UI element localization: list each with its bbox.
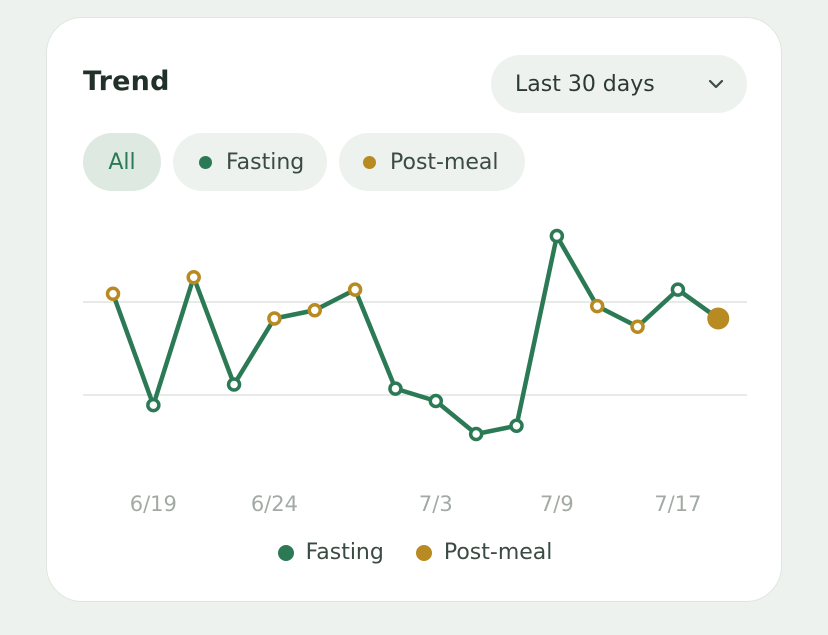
data-point-fasting <box>549 228 565 244</box>
fasting-legend-dot-icon <box>277 544 294 561</box>
filter-chip-label: Fasting <box>226 149 305 175</box>
data-point-fasting <box>388 381 403 396</box>
data-point-post-meal <box>347 282 363 297</box>
filter-chip-label: Post-meal <box>390 149 499 175</box>
post-meal-legend-dot-icon <box>415 544 432 561</box>
legend-item-fasting: Fasting <box>277 540 384 565</box>
x-tick-label: 6/24 <box>251 492 298 516</box>
data-point-fasting <box>468 426 484 442</box>
data-point-fasting <box>226 377 242 392</box>
date-range-label: Last 30 days <box>515 71 655 97</box>
filter-chip-post-meal[interactable]: Post-meal <box>339 133 525 191</box>
filter-chip-label: All <box>108 149 136 175</box>
x-tick-label: 7/17 <box>654 492 701 516</box>
trend-line-chart: 6/19 6/24 7/3 7/9 7/17 <box>83 228 747 516</box>
data-point-fasting <box>670 282 686 297</box>
data-point-post-meal <box>307 303 322 318</box>
trend-card: Trend Last 30 days All Fasting Post-meal… <box>46 17 782 602</box>
legend-item-post-meal: Post-meal <box>415 540 553 565</box>
date-range-select[interactable]: Last 30 days <box>491 55 747 113</box>
data-point-post-meal <box>267 311 282 326</box>
x-tick-label: 7/9 <box>540 492 574 516</box>
data-point-fasting <box>428 393 444 409</box>
legend-label: Post-meal <box>443 540 553 565</box>
data-point-post-meal <box>589 298 605 314</box>
legend-label: Fasting <box>305 540 384 565</box>
filter-chip-fasting[interactable]: Fasting <box>173 133 327 191</box>
post-meal-dot-icon <box>363 155 376 169</box>
fasting-dot-icon <box>199 155 212 169</box>
data-point-fasting <box>146 397 161 413</box>
x-tick-label: 6/19 <box>130 492 177 516</box>
data-point-latest <box>707 307 730 330</box>
series-line <box>110 233 721 437</box>
x-tick-label: 7/3 <box>419 492 453 516</box>
chart-legend: Fasting Post-meal <box>47 540 783 565</box>
data-point-post-meal <box>630 319 645 334</box>
data-point-post-meal <box>105 286 121 301</box>
chevron-down-icon <box>708 79 724 89</box>
data-point-fasting <box>509 418 524 433</box>
data-point-post-meal <box>186 270 201 285</box>
card-title: Trend <box>83 66 170 97</box>
filter-chip-all[interactable]: All <box>83 133 161 191</box>
